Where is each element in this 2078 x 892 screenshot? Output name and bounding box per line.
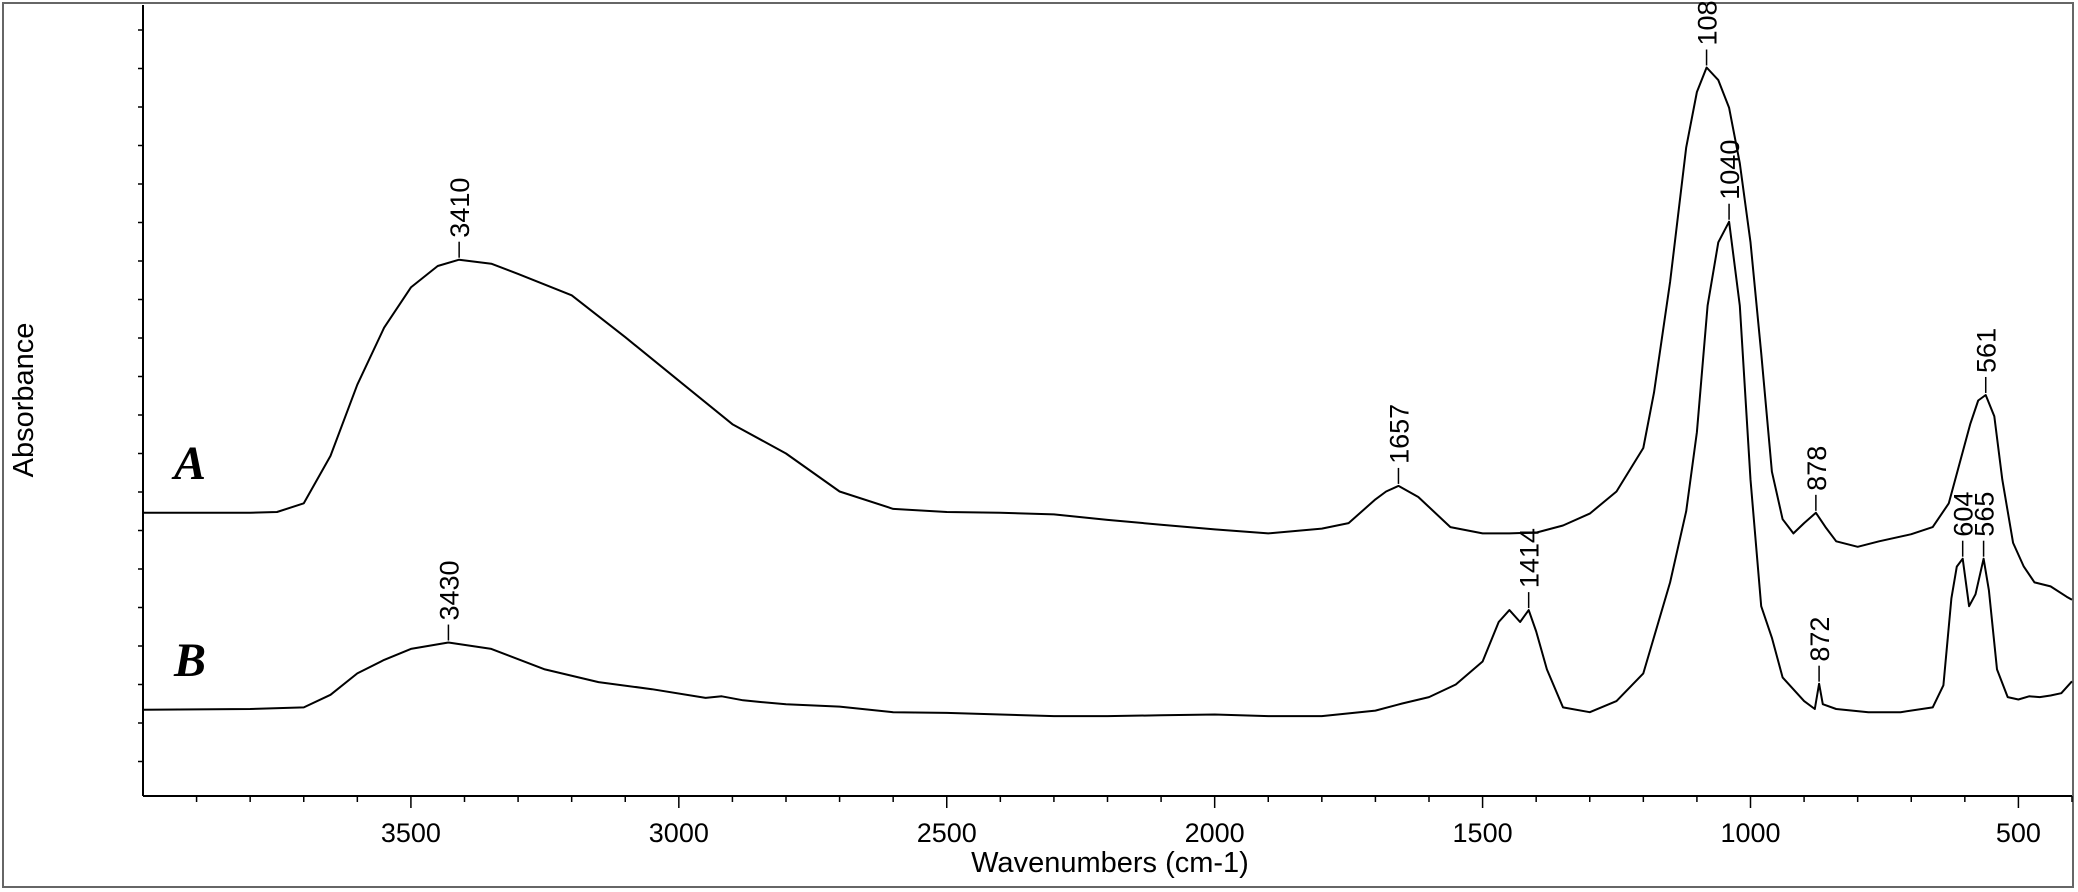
series-label-b: B — [173, 634, 206, 687]
series-line-a — [143, 66, 2073, 601]
x-tick-label: 3500 — [381, 818, 441, 848]
peak-label: 878 — [1802, 446, 1832, 491]
series-line-b — [142, 220, 2073, 718]
x-tick-label: 500 — [1996, 818, 2041, 848]
series-labels: AB — [171, 437, 206, 687]
peak-label: 565 — [1970, 492, 2000, 537]
x-axis-ticks: 3500 3000 2500 2000 1500 1000 500 — [195, 796, 2073, 848]
series-label-a: A — [171, 437, 206, 490]
peak-label: 561 — [1972, 328, 2002, 373]
x-tick-label: 3000 — [649, 818, 709, 848]
peak-label: 604 — [1949, 492, 1979, 537]
x-axis-title: Wavenumbers (cm-1) — [971, 847, 1249, 879]
peak-label: 3410 — [445, 178, 475, 238]
peak-label: 1414 — [1515, 528, 1545, 588]
peak-label: 1657 — [1384, 404, 1414, 464]
peak-label: 1040 — [1715, 140, 1745, 200]
peak-label: 3430 — [434, 560, 464, 620]
x-tick-label: 2000 — [1185, 818, 1245, 848]
y-axis-ticks — [138, 29, 143, 763]
peak-label: 1082 — [1693, 0, 1723, 45]
y-axis-title: Absorbance — [8, 323, 40, 478]
x-tick-label: 1000 — [1720, 818, 1780, 848]
x-tick-label: 2500 — [917, 818, 977, 848]
spectra — [142, 66, 2073, 718]
x-tick-label: 1500 — [1453, 818, 1513, 848]
peak-label: 872 — [1805, 617, 1835, 662]
